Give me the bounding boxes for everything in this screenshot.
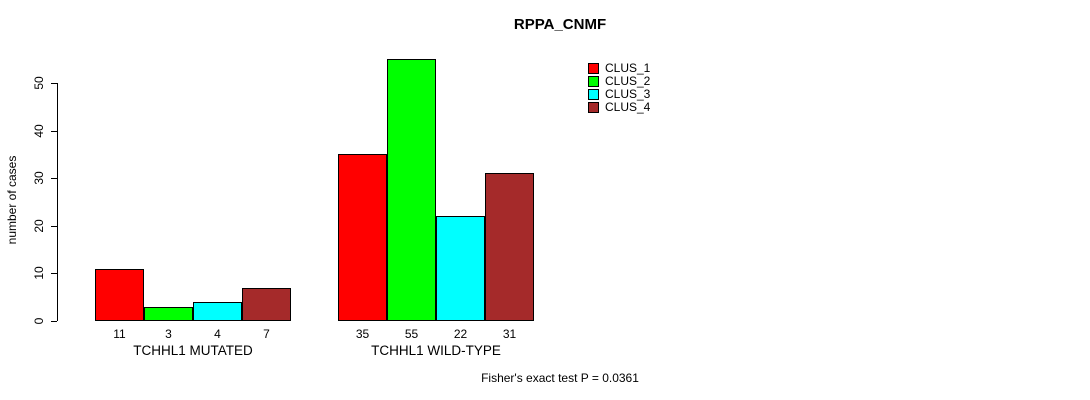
bar-value-label: 7	[263, 327, 270, 341]
fisher-test-annotation: Fisher's exact test P = 0.0361	[481, 371, 639, 385]
chart-title: RPPA_CNMF	[513, 16, 607, 33]
bar-value-label: 22	[453, 327, 468, 341]
x-axis-group-label: TCHHL1 WILD-TYPE	[371, 343, 501, 358]
y-axis-tick-label: 50	[32, 76, 46, 90]
y-axis-tick	[51, 225, 57, 227]
legend-item-clus_3: CLUS_3	[588, 87, 651, 101]
bar-value-label: 55	[404, 327, 419, 341]
y-axis-tick	[51, 130, 57, 132]
y-axis-tick	[51, 83, 57, 84]
legend-label: CLUS_1	[605, 61, 651, 75]
bar-clus_1-group1	[95, 268, 144, 321]
x-axis-group-label: TCHHL1 MUTATED	[133, 343, 253, 358]
bar-clus_2-group1	[144, 306, 193, 321]
bar-clus_3-group1	[193, 301, 242, 321]
y-axis-title: number of cases	[5, 155, 19, 245]
legend-swatch-icon	[588, 88, 599, 100]
legend-swatch-icon	[588, 62, 599, 74]
y-axis-tick-label: 10	[32, 266, 46, 281]
bar-value-label: 3	[165, 327, 172, 341]
legend-label: CLUS_4	[605, 100, 651, 114]
y-axis-tick	[51, 273, 57, 275]
y-axis-tick	[51, 178, 57, 180]
y-axis-line	[57, 83, 58, 321]
y-axis-tick	[51, 321, 57, 322]
bar-value-label: 4	[214, 327, 221, 341]
bar-value-label: 11	[113, 327, 126, 341]
bar-value-label: 35	[355, 327, 370, 341]
legend-item-clus_4: CLUS_4	[588, 100, 651, 114]
legend-item-clus_1: CLUS_1	[588, 61, 651, 75]
y-axis-tick-label: 20	[32, 219, 46, 233]
y-axis-tick-label: 0	[32, 317, 46, 325]
y-axis-tick-label: 30	[32, 171, 46, 185]
bar-clus_1-group2	[338, 154, 387, 321]
legend-swatch-icon	[588, 75, 599, 87]
y-axis-tick-label: 40	[32, 123, 46, 138]
bar-clus_4-group1	[242, 287, 291, 321]
legend-label: CLUS_2	[605, 74, 651, 88]
legend: CLUS_1 CLUS_2 CLUS_3 CLUS_4	[588, 61, 651, 114]
bar-clus_2-group2	[387, 59, 436, 321]
legend-swatch-icon	[588, 101, 599, 113]
legend-label: CLUS_3	[605, 87, 651, 101]
bar-clus_4-group2	[485, 173, 534, 321]
legend-item-clus_2: CLUS_2	[588, 74, 651, 88]
bar-clus_3-group2	[436, 216, 485, 321]
bar-value-label: 31	[502, 327, 517, 341]
